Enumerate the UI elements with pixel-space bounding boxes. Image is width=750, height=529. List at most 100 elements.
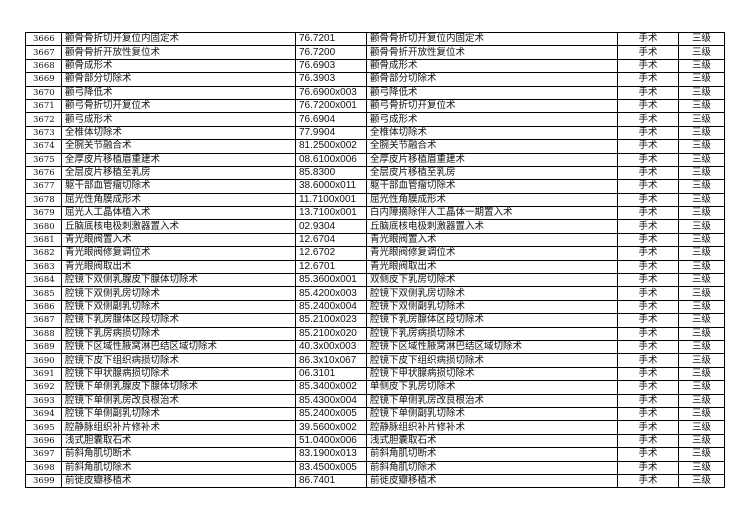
procedure-name: 全腕关节融合术 (61, 139, 296, 154)
table-row: 3694 腔镜下单侧副乳切除术 85.2400x005 腔镜下单侧副乳切除术 手术 三级 (25, 406, 725, 422)
procedure-code: 85.3400x002 (295, 380, 367, 395)
row-number: 3669 (25, 72, 62, 87)
standard-procedure-name: 青光眼阀取出术 (366, 259, 618, 275)
procedure-name: 青光眼阀取出术 (61, 259, 296, 275)
standard-procedure-name: 腔镜下皮下组织病损切除术 (366, 353, 618, 368)
row-number: 3674 (25, 139, 62, 154)
table-row: 3673 全椎体切除术 77.9904 全椎体切除术 手术 三级 (25, 125, 725, 141)
procedure-name: 青光眼阀置入术 (61, 232, 296, 248)
table-row: 3690 腔镜下皮下组织病损切除术 86.3x10x067 腔镜下皮下组织病损切除术手… (25, 353, 725, 368)
table-row: 3676 全层皮片移植至乳房 85.8300 全层皮片移植至乳房 手术 三级 (25, 165, 725, 181)
row-number: 3698 (25, 460, 62, 475)
procedure-code: 85.2100x023 (295, 313, 367, 328)
table-row: 3672 颧弓成形术 76.6904 颧弓成形术 手术 三级 (25, 112, 725, 127)
row-number: 3672 (25, 112, 62, 127)
procedure-type: 手术 (617, 31, 679, 47)
standard-procedure-name: 全腕关节融合术 (366, 139, 618, 154)
procedure-name: 腔镜下单侧副乳切除术 (61, 406, 296, 422)
procedure-name: 颧骨骨折开放性复位术 (61, 45, 296, 60)
row-number: 3675 (25, 152, 62, 167)
row-number: 3695 (25, 420, 62, 435)
procedure-level: 三级 (678, 139, 725, 154)
procedure-level: 三级 (678, 420, 725, 435)
standard-procedure-name: 全椎体切除术 (366, 125, 618, 141)
procedure-level: 三级 (678, 45, 725, 60)
procedure-type: 手术 (617, 125, 679, 141)
procedure-type: 手术 (617, 112, 679, 127)
procedure-name: 躯干部血管瘤切除术 (61, 179, 296, 194)
procedure-name: 腔镜下双侧副乳切除术 (61, 299, 296, 315)
procedure-code: 85.2100x020 (295, 326, 367, 341)
standard-procedure-name: 颧弓降低术 (366, 85, 618, 100)
standard-procedure-name: 颧弓成形术 (366, 112, 618, 127)
procedure-code: 86.3x10x067 (295, 353, 367, 368)
procedure-name: 青光眼阀修复调位术 (61, 246, 296, 261)
standard-procedure-name: 前斜角肌切断术 (366, 447, 618, 462)
procedure-name: 颧骨部分切除术 (61, 72, 296, 87)
procedure-type: 手术 (617, 460, 679, 475)
standard-procedure-name: 青光眼阀修复调位术 (366, 246, 618, 261)
table-row: 3681 青光眼阀置入术 12.6704 青光眼阀置入术 手术 三级 (25, 232, 725, 248)
table-row: 3695 腔静脉组织补片修补术 39.5600x002 腔静脉组织补片修补术 手术 三级 (25, 420, 725, 435)
procedure-code: 76.7200x001 (295, 98, 367, 114)
procedure-level: 三级 (678, 31, 725, 47)
procedure-name: 腔镜下区域性腋窝淋巴结区域切除术 (61, 339, 296, 355)
table-row: 3689 腔镜下区域性腋窝淋巴结区域切除术 40.3x00x003 腔镜下区域性腋窝淋… (25, 339, 725, 355)
procedure-code: 85.4200x003 (295, 286, 367, 301)
procedure-table: 3666 颧骨骨折切开复位内固定术 76.7201 颧骨骨折切开复位内固定术 手术 三级 3… (25, 31, 725, 489)
table-row: 3687 腔镜下乳房腺体区段切除术 85.2100x023 腔镜下乳房腺体区段切除术手… (25, 313, 725, 328)
procedure-type: 手术 (617, 420, 679, 435)
procedure-name: 全椎体切除术 (61, 125, 296, 141)
row-number: 3671 (25, 98, 62, 114)
standard-procedure-name: 腔镜下单侧乳房改良根治术 (366, 393, 618, 408)
table-row: 3696 浅式胆囊取石术 51.0400x006 浅式胆囊取石术 手术 三级 (25, 433, 725, 449)
standard-procedure-name: 腔镜下甲状腺病损切除术 (366, 366, 618, 382)
procedure-name: 颧骨成形术 (61, 58, 296, 74)
row-number: 3694 (25, 406, 62, 422)
table-row: 3671 颧弓骨折切开复位术 76.7200x001 颧弓骨折切开复位术 手术 三级 (25, 98, 725, 114)
procedure-level: 三级 (678, 58, 725, 74)
procedure-type: 手术 (617, 246, 679, 261)
standard-procedure-name: 腔镜下单侧副乳切除术 (366, 406, 618, 422)
row-number: 3687 (25, 313, 62, 328)
procedure-code: 39.5600x002 (295, 420, 367, 435)
row-number: 3686 (25, 299, 62, 315)
row-number: 3693 (25, 393, 62, 408)
procedure-level: 三级 (678, 192, 725, 208)
row-number: 3685 (25, 286, 62, 301)
table-row: 3667 颧骨骨折开放性复位术 76.7200 颧骨骨折开放性复位术 手术 三级 (25, 45, 725, 60)
standard-procedure-name: 浅式胆囊取石术 (366, 433, 618, 449)
procedure-name: 腔镜下乳房病损切除术 (61, 326, 296, 341)
row-number: 3699 (25, 473, 62, 489)
procedure-name: 前斜角肌切断术 (61, 447, 296, 462)
procedure-level: 三级 (678, 406, 725, 422)
procedure-name: 颧弓降低术 (61, 85, 296, 100)
row-number: 3670 (25, 85, 62, 100)
row-number: 3668 (25, 58, 62, 74)
row-number: 3681 (25, 232, 62, 248)
procedure-type: 手术 (617, 85, 679, 100)
table-row: 3679 屈光人工晶体植入术 13.7100x001 白内障摘除伴人工晶体一期置入术手… (25, 206, 725, 221)
procedure-type: 手术 (617, 339, 679, 355)
procedure-type: 手术 (617, 273, 679, 288)
standard-procedure-name: 颧骨骨折开放性复位术 (366, 45, 618, 60)
standard-procedure-name: 前徙皮瓣移植术 (366, 473, 618, 489)
procedure-code: 40.3x00x003 (295, 339, 367, 355)
procedure-level: 三级 (678, 353, 725, 368)
standard-procedure-name: 前斜角肌切除术 (366, 460, 618, 475)
row-number: 3696 (25, 433, 62, 449)
procedure-level: 三级 (678, 299, 725, 315)
procedure-type: 手术 (617, 58, 679, 74)
procedure-name: 屈光性角膜成形术 (61, 192, 296, 208)
standard-procedure-name: 青光眼阀置入术 (366, 232, 618, 248)
row-number: 3678 (25, 192, 62, 208)
procedure-code: 85.2400x004 (295, 299, 367, 315)
procedure-code: 12.6701 (295, 259, 367, 275)
procedure-code: 51.0400x006 (295, 433, 367, 449)
procedure-level: 三级 (678, 273, 725, 288)
procedure-type: 手术 (617, 98, 679, 114)
procedure-type: 手术 (617, 72, 679, 87)
procedure-code: 06.3101 (295, 366, 367, 382)
procedure-type: 手术 (617, 366, 679, 382)
standard-procedure-name: 腔镜下双侧乳房切除术 (366, 286, 618, 301)
